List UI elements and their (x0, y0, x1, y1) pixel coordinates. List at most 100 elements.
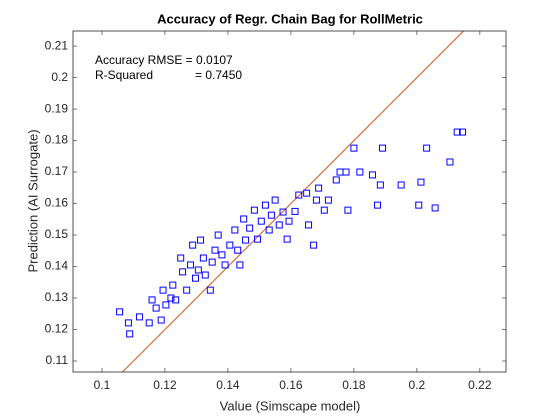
point (271, 196, 279, 204)
point (431, 204, 439, 212)
point (250, 206, 258, 214)
y-axis-label: Prediction (AI Surrogate) (25, 129, 40, 272)
point (283, 235, 291, 243)
point (261, 201, 269, 209)
point (423, 144, 431, 152)
point (257, 217, 265, 225)
point (240, 215, 248, 223)
annotation: = 0.7450 (195, 68, 242, 82)
point (208, 258, 216, 266)
point (145, 319, 153, 327)
point (279, 208, 287, 216)
point (179, 268, 187, 276)
point (324, 196, 332, 204)
point (214, 231, 222, 239)
point (356, 168, 364, 176)
x-tick-label: 0.1 (94, 378, 111, 392)
point (169, 281, 177, 289)
y-tick-label: 0.15 (45, 227, 69, 241)
point (199, 254, 207, 262)
point (285, 217, 293, 225)
point (344, 206, 352, 214)
point (206, 286, 214, 294)
point (310, 241, 318, 249)
point (194, 266, 202, 274)
point (379, 144, 387, 152)
y-tick-label: 0.18 (45, 133, 69, 147)
x-tick-label: 0.2 (409, 378, 426, 392)
point (183, 286, 191, 294)
x-axis-label: Value (Simscape model) (220, 398, 361, 413)
point (303, 189, 311, 197)
y-tick-label: 0.2 (51, 70, 68, 84)
point (201, 271, 209, 279)
y-tick-label: 0.16 (45, 196, 69, 210)
point (157, 316, 165, 324)
point (397, 181, 405, 189)
point (350, 144, 358, 152)
plot-frame (72, 30, 507, 373)
x-tick-label: 0.22 (468, 378, 492, 392)
y-tick-label: 0.21 (45, 38, 69, 52)
y-tick-label: 0.14 (45, 259, 69, 273)
point (246, 224, 254, 232)
point (231, 226, 239, 234)
point (211, 246, 219, 254)
point (459, 128, 467, 136)
point (135, 313, 143, 321)
point (342, 168, 350, 176)
point (415, 201, 423, 209)
point (234, 246, 242, 254)
point (374, 201, 382, 209)
point (453, 128, 461, 136)
reference-line (122, 31, 464, 372)
y-tick-label: 0.13 (45, 290, 69, 304)
point (446, 158, 454, 166)
y-tick-label: 0.19 (45, 101, 69, 115)
point (218, 251, 226, 259)
point (126, 330, 134, 338)
point (116, 308, 124, 316)
point (368, 171, 376, 179)
point (267, 211, 275, 219)
x-tick-label: 0.18 (342, 378, 366, 392)
point (295, 191, 303, 199)
point (189, 241, 197, 249)
point (191, 274, 199, 282)
point (167, 294, 175, 302)
point (172, 296, 180, 304)
y-tick-label: 0.12 (45, 322, 69, 336)
point (124, 319, 132, 327)
point (197, 236, 205, 244)
point (177, 254, 185, 262)
point (221, 261, 229, 269)
point (242, 236, 250, 244)
point (226, 241, 234, 249)
point (254, 235, 262, 243)
point (162, 301, 170, 309)
point (305, 221, 313, 229)
point (376, 181, 384, 189)
point (332, 176, 340, 184)
point (152, 304, 160, 312)
y-tick-label: 0.11 (46, 353, 69, 367)
point (236, 261, 244, 269)
point (312, 196, 320, 204)
x-tick-label: 0.14 (216, 378, 240, 392)
chart-title: Accuracy of Regr. Chain Bag for RollMetr… (157, 11, 423, 26)
point (315, 184, 323, 192)
point (291, 207, 299, 215)
x-tick-label: 0.16 (279, 378, 303, 392)
point (159, 286, 167, 294)
point (265, 226, 273, 234)
point (186, 261, 194, 269)
point (320, 206, 328, 214)
point (275, 221, 283, 229)
annotation: Accuracy RMSE = 0.0107 (95, 53, 233, 67)
point (148, 296, 156, 304)
point (417, 178, 425, 186)
y-tick-label: 0.17 (45, 164, 69, 178)
x-tick-label: 0.12 (153, 378, 177, 392)
annotation: R-Squared (95, 68, 153, 82)
